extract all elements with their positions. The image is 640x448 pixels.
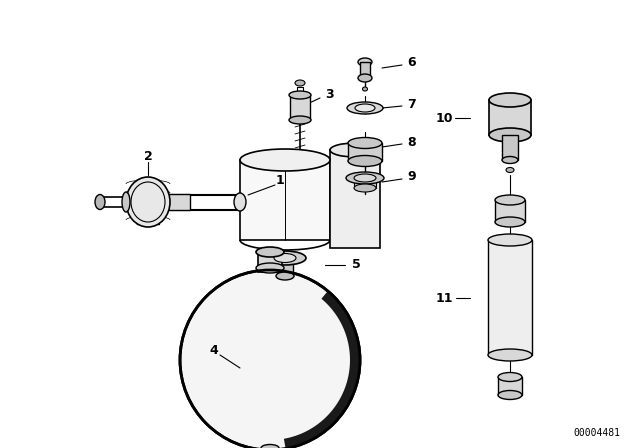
Ellipse shape	[495, 195, 525, 205]
Bar	[495, 200, 525, 222]
Ellipse shape	[495, 217, 525, 227]
Ellipse shape	[348, 138, 382, 148]
Bar	[488, 240, 532, 355]
Ellipse shape	[348, 155, 382, 167]
Ellipse shape	[295, 80, 305, 86]
Ellipse shape	[274, 254, 296, 263]
Bar	[498, 377, 522, 395]
Ellipse shape	[180, 270, 360, 448]
Text: 8: 8	[408, 135, 416, 148]
Ellipse shape	[355, 104, 375, 112]
Polygon shape	[284, 291, 360, 448]
Ellipse shape	[488, 349, 532, 361]
Text: 3: 3	[326, 89, 334, 102]
Ellipse shape	[358, 58, 372, 66]
Ellipse shape	[256, 263, 284, 273]
Text: 2: 2	[143, 151, 152, 164]
Text: 1: 1	[276, 173, 284, 186]
Ellipse shape	[330, 143, 380, 157]
Ellipse shape	[261, 444, 279, 448]
Ellipse shape	[95, 194, 105, 210]
Bar	[489, 100, 531, 135]
Ellipse shape	[354, 184, 376, 192]
Bar	[277, 258, 293, 276]
Ellipse shape	[354, 174, 376, 182]
Ellipse shape	[256, 247, 284, 257]
Ellipse shape	[122, 192, 130, 212]
Bar	[354, 178, 376, 188]
Text: 11: 11	[435, 292, 452, 305]
Ellipse shape	[234, 193, 246, 211]
Ellipse shape	[489, 128, 531, 142]
Bar	[502, 135, 518, 160]
Text: 00004481: 00004481	[573, 428, 620, 438]
Ellipse shape	[488, 234, 532, 246]
Text: 7: 7	[408, 98, 417, 111]
Ellipse shape	[289, 91, 311, 99]
Text: 9: 9	[408, 171, 416, 184]
Bar	[258, 252, 282, 272]
Ellipse shape	[506, 168, 514, 172]
Ellipse shape	[362, 87, 367, 91]
Bar	[360, 62, 370, 78]
Ellipse shape	[358, 74, 372, 82]
Ellipse shape	[126, 177, 170, 227]
Ellipse shape	[498, 391, 522, 400]
Ellipse shape	[498, 372, 522, 382]
Text: 4: 4	[210, 344, 218, 357]
Ellipse shape	[347, 102, 383, 114]
Text: 6: 6	[408, 56, 416, 69]
Bar	[290, 95, 310, 120]
Ellipse shape	[276, 272, 294, 280]
Ellipse shape	[346, 172, 384, 184]
Ellipse shape	[289, 116, 311, 124]
Bar	[168, 194, 190, 210]
Bar	[348, 143, 382, 161]
Ellipse shape	[502, 156, 518, 164]
Text: 5: 5	[351, 258, 360, 271]
Text: 10: 10	[435, 112, 452, 125]
Ellipse shape	[489, 93, 531, 107]
Ellipse shape	[240, 149, 330, 171]
Polygon shape	[330, 150, 380, 248]
Ellipse shape	[264, 251, 306, 265]
Polygon shape	[240, 160, 330, 240]
